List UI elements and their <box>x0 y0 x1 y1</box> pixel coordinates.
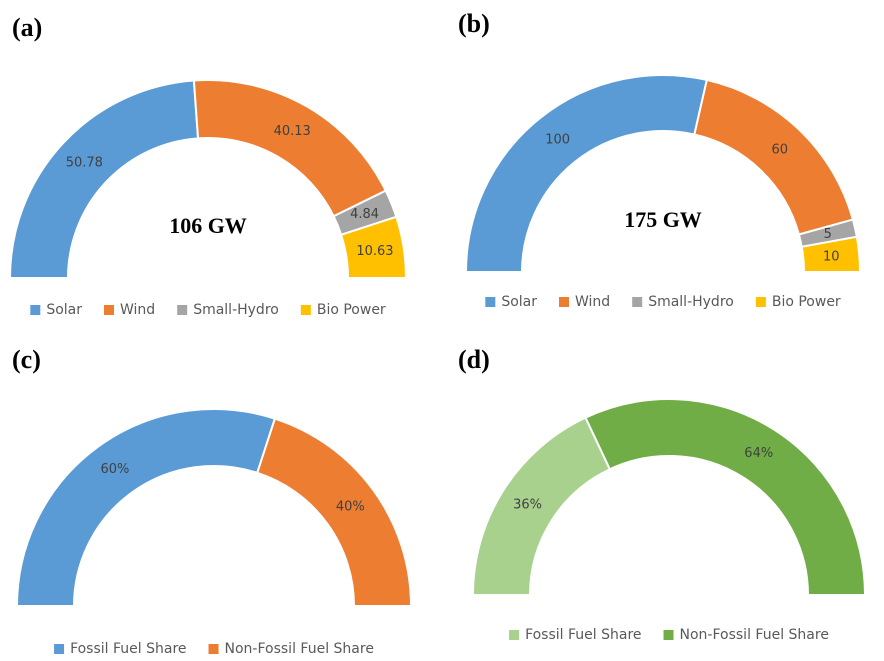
center-label: 175 GW <box>624 207 702 232</box>
center-label: 106 GW <box>169 213 247 238</box>
donut-segment <box>339 215 408 279</box>
donut-segment <box>256 417 413 607</box>
donut-segment <box>192 79 388 218</box>
donut-segment <box>15 408 277 607</box>
legend-swatch <box>509 630 520 640</box>
legend-label: Small-Hydro <box>193 302 279 318</box>
legend-label: Wind <box>575 294 610 310</box>
panel-label: (a) <box>12 13 42 42</box>
legend-label: Solar <box>501 294 537 310</box>
legend-label: Non-Fossil Fuel Share <box>680 627 829 643</box>
data-label: 40% <box>336 499 365 514</box>
donut-segment <box>584 398 867 596</box>
legend-label: Bio Power <box>772 294 841 310</box>
data-label: 60% <box>101 462 130 477</box>
donut-segment <box>800 235 862 273</box>
data-label: 5 <box>824 227 832 242</box>
legend-swatch <box>104 305 114 315</box>
legend-swatch <box>559 297 569 307</box>
legend-label: Non-Fossil Fuel Share <box>225 641 374 657</box>
legend-label: Small-Hydro <box>648 294 734 310</box>
panel-label: (b) <box>458 9 490 38</box>
panel-label: (c) <box>12 345 41 374</box>
legend-label: Fossil Fuel Share <box>70 641 186 657</box>
data-label: 10.63 <box>356 244 393 259</box>
data-label: 64% <box>744 446 773 461</box>
legend-swatch <box>632 297 643 307</box>
legend-label: Solar <box>46 302 82 318</box>
data-label: 10 <box>823 249 840 264</box>
data-label: 50.78 <box>66 155 103 170</box>
data-label: 100 <box>545 132 570 147</box>
donut-segment <box>464 74 709 273</box>
legend-label: Bio Power <box>317 302 386 318</box>
legend-swatch <box>755 297 766 307</box>
data-label: 4.84 <box>350 207 379 222</box>
legend-swatch <box>30 305 41 315</box>
data-label: 36% <box>513 498 542 513</box>
panel-label: (d) <box>458 345 490 374</box>
legend-swatch <box>208 644 219 654</box>
legend-swatch <box>177 305 188 315</box>
data-label: 60 <box>772 142 789 157</box>
legend-label: Fossil Fuel Share <box>525 627 641 643</box>
legend-swatch <box>300 305 311 315</box>
data-label: 40.13 <box>274 124 311 139</box>
donut-segment <box>8 79 200 279</box>
legend-swatch <box>485 297 496 307</box>
legend-swatch <box>54 644 65 654</box>
legend-label: Wind <box>120 302 155 318</box>
legend-swatch <box>663 630 674 640</box>
